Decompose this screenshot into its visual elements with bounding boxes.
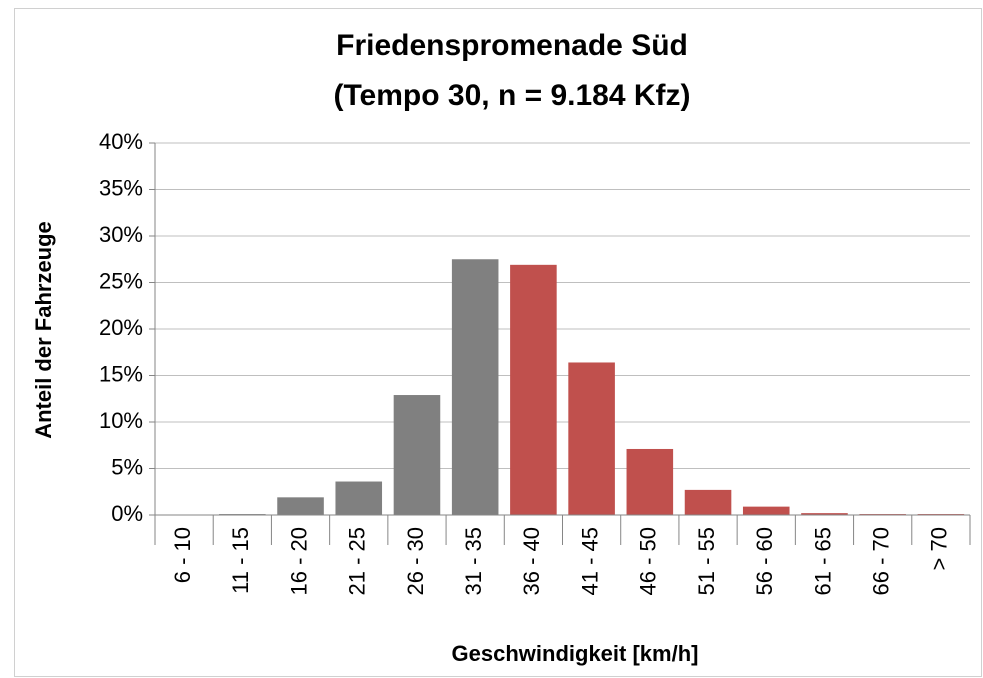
bar	[393, 395, 441, 515]
y-tick-label: 0%	[111, 501, 143, 526]
x-tick-label: 11 - 15	[228, 527, 253, 594]
y-tick-label: 15%	[99, 361, 143, 386]
x-tick-label: > 70	[927, 527, 952, 570]
bar	[510, 264, 557, 515]
bar	[335, 481, 383, 515]
y-tick-label: 35%	[99, 175, 143, 200]
y-axis-title: Anteil der Fahrzeuge	[31, 221, 56, 439]
y-tick-label: 25%	[99, 268, 143, 293]
bar	[568, 362, 615, 515]
y-tick-label: 10%	[99, 408, 143, 433]
bar	[451, 259, 499, 515]
bar	[277, 497, 324, 515]
x-tick-label: 36 - 40	[519, 527, 544, 596]
x-axis-title: Geschwindigkeit [km/h]	[452, 641, 699, 666]
x-tick-label: 46 - 50	[636, 527, 661, 596]
bar	[626, 448, 674, 515]
x-tick-label: 31 - 35	[461, 527, 486, 596]
chart-title: (Tempo 30, n = 9.184 Kfz)	[333, 79, 690, 112]
y-tick-label: 20%	[99, 315, 143, 340]
bar	[742, 506, 790, 515]
x-tick-label: 6 - 10	[170, 527, 195, 583]
y-tick-label: 40%	[99, 129, 143, 154]
x-tick-label: 41 - 45	[577, 527, 602, 596]
x-tick-label: 56 - 60	[752, 527, 777, 596]
y-tick-label: 5%	[111, 454, 143, 479]
bar	[801, 513, 848, 515]
x-tick-label: 26 - 30	[403, 527, 428, 596]
x-tick-label: 16 - 20	[286, 527, 311, 596]
y-tick-label: 30%	[99, 222, 143, 247]
x-tick-label: 66 - 70	[868, 527, 893, 596]
x-tick-label: 61 - 65	[810, 527, 835, 596]
bar	[684, 489, 732, 515]
x-tick-label: 51 - 55	[694, 527, 719, 596]
chart-title: Friedenspromenade Süd	[336, 29, 688, 62]
x-tick-label: 21 - 25	[345, 527, 370, 596]
